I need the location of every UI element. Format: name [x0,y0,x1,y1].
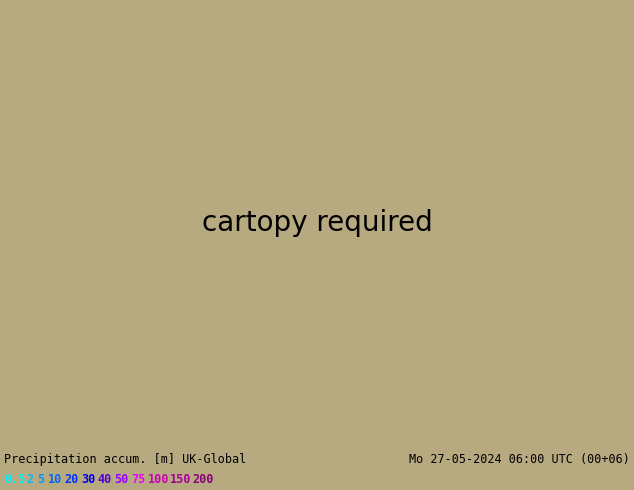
Text: 75: 75 [131,473,145,487]
Text: 0.5: 0.5 [4,473,25,487]
Text: 50: 50 [114,473,129,487]
Text: 100: 100 [148,473,169,487]
Text: 2: 2 [27,473,34,487]
Text: 10: 10 [48,473,62,487]
Text: Mo 27-05-2024 06:00 UTC (00+06): Mo 27-05-2024 06:00 UTC (00+06) [409,453,630,466]
Text: 200: 200 [192,473,214,487]
Text: 30: 30 [81,473,96,487]
Text: 150: 150 [170,473,191,487]
Text: 20: 20 [65,473,79,487]
Text: cartopy required: cartopy required [202,209,432,238]
Text: 40: 40 [98,473,112,487]
Text: Precipitation accum. [m] UK-Global: Precipitation accum. [m] UK-Global [4,453,246,466]
Text: 5: 5 [37,473,44,487]
